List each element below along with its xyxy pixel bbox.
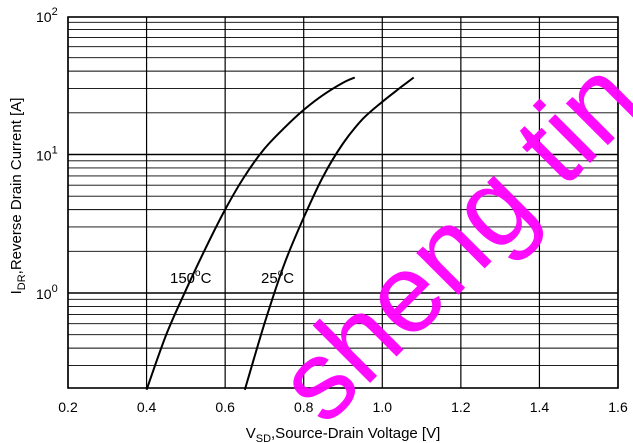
series-label: 25oC: [261, 268, 294, 287]
svg-text:sheng tin: sheng tin: [254, 35, 633, 443]
y-axis-label: IDR,Reverse Drain Current [A]: [8, 98, 28, 295]
grid: [67, 17, 619, 388]
watermark: sheng tin: [254, 35, 633, 443]
x-tick-labels: 0.2 0.4 0.6 0.8 1.0 1.2 1.4 1.6: [58, 399, 628, 415]
y-tick-labels: 100 101 102: [36, 6, 58, 302]
y-tick-label: 101: [36, 145, 58, 164]
x-tick-label: 0.8: [294, 399, 314, 415]
series-label: 150oC: [170, 268, 212, 287]
y-tick-label: 102: [36, 6, 58, 25]
y-tick-label: 100: [36, 283, 58, 302]
x-tick-label: 1.6: [608, 399, 628, 415]
x-axis-label: VSD,Source-Drain Voltage [V]: [246, 425, 441, 443]
series-group: [145, 76, 415, 391]
x-tick-label: 1.4: [530, 399, 550, 415]
x-tick-label: 0.6: [215, 399, 235, 415]
plot-frame: [67, 16, 619, 389]
series-line: [145, 76, 356, 391]
curve-labels: 150oC 25oC: [170, 268, 294, 287]
x-tick-label: 0.4: [137, 399, 157, 415]
x-tick-label: 1.0: [373, 399, 393, 415]
x-tick-label: 1.2: [451, 399, 471, 415]
series-line: [243, 76, 415, 391]
x-tick-label: 0.2: [58, 399, 78, 415]
